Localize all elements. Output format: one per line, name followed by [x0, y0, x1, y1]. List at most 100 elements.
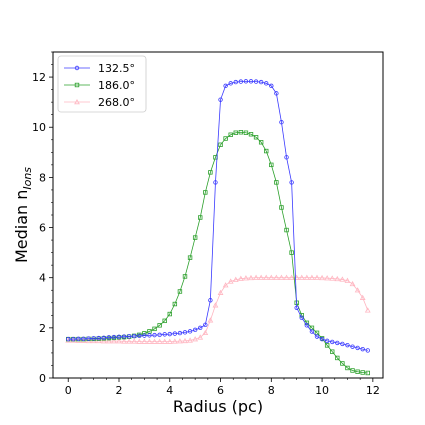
x-tick-label: 6 — [217, 384, 224, 397]
data-point — [111, 334, 117, 340]
data-point — [157, 323, 162, 328]
data-point — [116, 338, 122, 344]
data-point — [345, 342, 350, 348]
data-point — [349, 280, 356, 287]
data-point — [207, 317, 214, 323]
data-point — [330, 349, 335, 354]
data-point — [187, 337, 193, 343]
data-point — [335, 355, 340, 361]
data-point — [360, 346, 365, 352]
x-tick-label: 8 — [268, 384, 275, 397]
y-tick-label: 12 — [32, 71, 46, 84]
data-point — [258, 274, 265, 280]
legend-swatch-marker — [74, 82, 80, 88]
data-point — [166, 338, 173, 344]
data-point — [142, 333, 147, 338]
data-point — [202, 329, 209, 336]
data-point — [294, 305, 299, 310]
data-point — [152, 326, 157, 332]
y-tick-label: 0 — [39, 372, 46, 385]
data-point — [142, 331, 147, 336]
data-point — [324, 275, 331, 281]
legend-label: 268.0° — [98, 96, 135, 109]
legend-box — [57, 55, 147, 113]
data-point — [289, 250, 294, 255]
data-point — [269, 162, 274, 168]
data-point — [233, 79, 238, 85]
data-point — [340, 341, 345, 347]
data-point — [232, 276, 239, 282]
data-point — [355, 345, 360, 351]
data-point — [76, 336, 81, 342]
data-point — [187, 329, 193, 334]
x-tick-label: 0 — [65, 384, 72, 397]
data-point — [273, 274, 280, 280]
series-layer — [65, 79, 371, 376]
y-axis-label-main: Median n — [12, 190, 31, 263]
data-point — [279, 120, 284, 125]
data-point — [223, 136, 228, 141]
data-point — [248, 274, 254, 281]
data-point — [309, 329, 315, 334]
data-point — [162, 318, 167, 324]
data-point — [258, 140, 264, 145]
data-point — [324, 343, 330, 348]
data-point — [274, 180, 279, 185]
data-point — [218, 142, 223, 147]
data-point — [136, 338, 143, 344]
data-point — [274, 91, 279, 96]
data-point — [218, 97, 223, 102]
data-point — [213, 180, 218, 185]
data-point — [238, 130, 244, 135]
y-axis-label-subscript: Ions — [21, 167, 34, 190]
data-point — [182, 330, 188, 335]
data-point — [96, 335, 101, 341]
data-point — [126, 334, 132, 339]
data-point — [146, 338, 153, 344]
data-point — [208, 170, 213, 175]
data-point — [303, 274, 310, 280]
data-point — [243, 79, 249, 84]
data-point — [253, 274, 259, 280]
data-point — [238, 79, 244, 84]
data-point — [289, 180, 294, 185]
data-point — [298, 274, 305, 280]
data-point — [203, 190, 208, 195]
data-point — [228, 132, 233, 137]
data-point — [243, 275, 249, 281]
legend: 132.5° 186.0° 268.0° — [57, 55, 147, 113]
data-point — [364, 307, 371, 313]
data-point — [208, 298, 213, 303]
data-point — [157, 332, 162, 338]
data-point — [192, 235, 198, 240]
data-point — [248, 132, 254, 137]
data-point — [121, 338, 127, 344]
data-point — [309, 274, 315, 280]
data-point — [264, 148, 269, 154]
data-point — [167, 331, 172, 337]
data-point — [167, 311, 172, 317]
x-tick-label: 10 — [315, 384, 329, 397]
data-point — [141, 338, 148, 344]
data-point — [203, 322, 208, 328]
data-point — [324, 338, 330, 344]
data-point — [161, 338, 168, 344]
data-point — [192, 336, 199, 342]
data-point — [100, 338, 107, 344]
data-point — [314, 334, 320, 339]
data-point — [131, 338, 138, 344]
x-tick-label: 2 — [116, 384, 123, 397]
data-point — [147, 329, 152, 334]
data-point — [360, 370, 365, 375]
data-point — [228, 81, 233, 86]
x-tick-label: 12 — [366, 384, 380, 397]
data-point — [91, 336, 96, 341]
data-point — [263, 274, 270, 280]
data-point — [147, 333, 152, 338]
data-point — [171, 338, 178, 344]
data-point — [156, 338, 163, 344]
data-point — [111, 338, 117, 344]
series-line — [68, 80, 368, 351]
data-point — [365, 348, 370, 353]
